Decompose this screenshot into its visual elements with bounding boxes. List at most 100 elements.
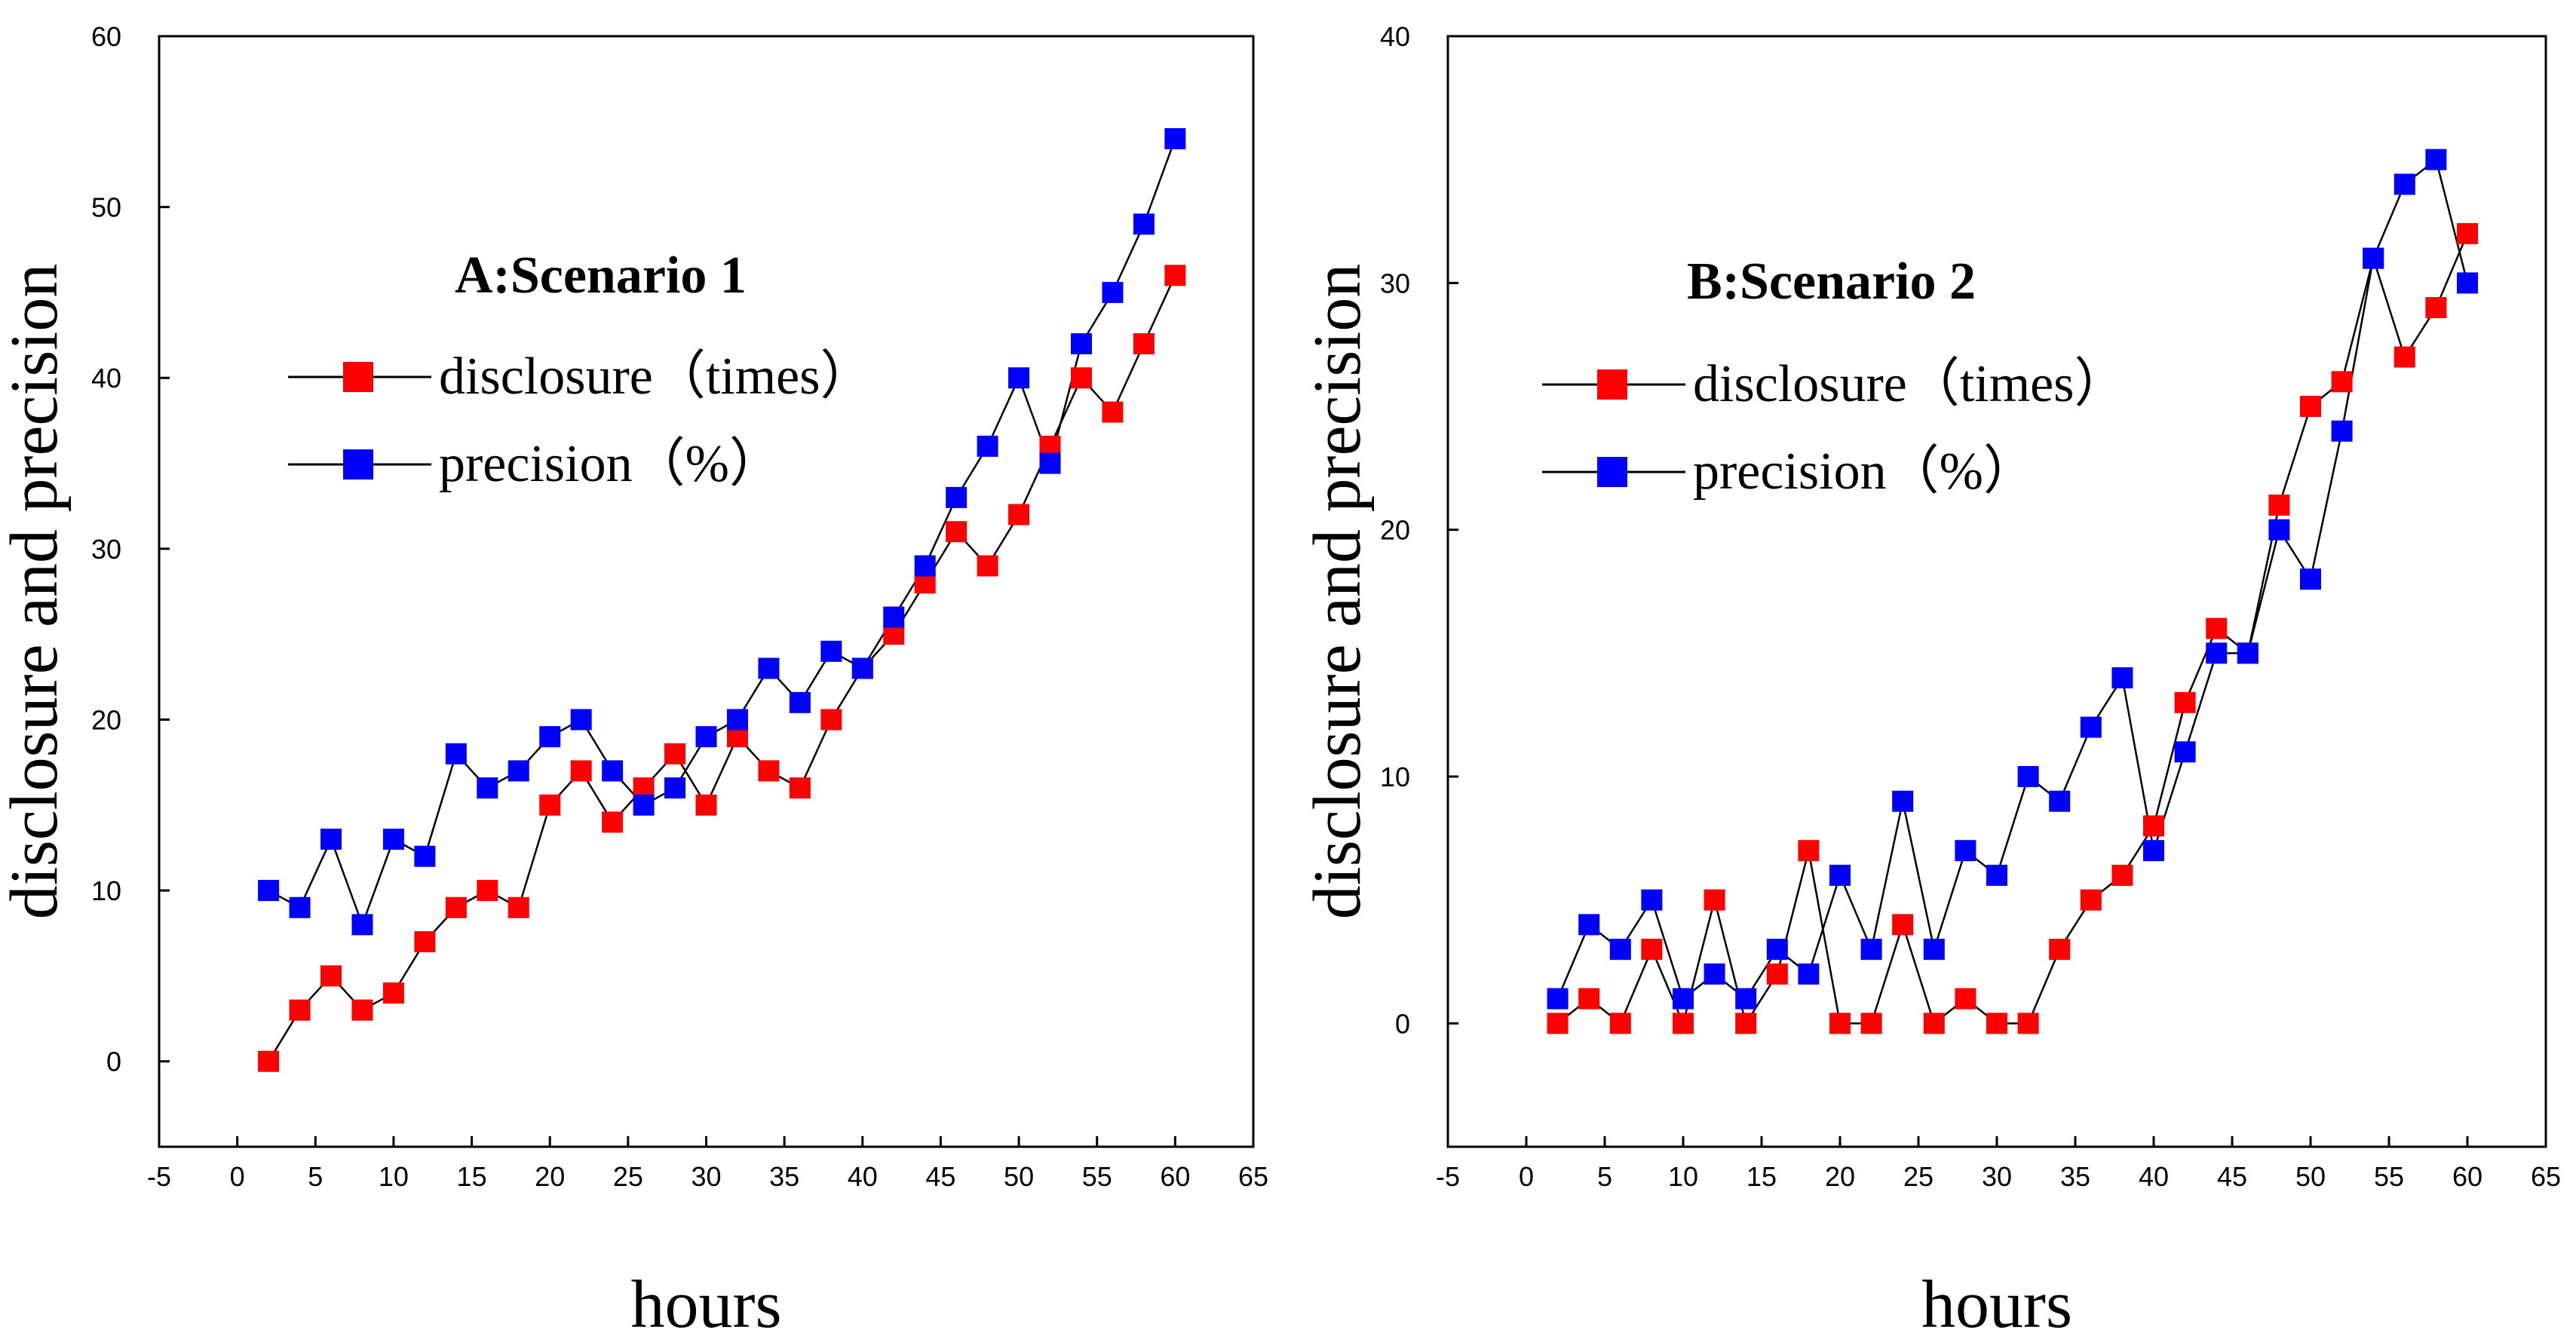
- panel-b-precision-marker: [2457, 272, 2478, 294]
- panel-b-precision-marker: [1986, 864, 2007, 886]
- panel-a-y-tick-label: 20: [91, 704, 121, 735]
- panel-b-disclosure-marker: [1829, 1013, 1851, 1034]
- panel-a-y-axis-title: disclosure and precision: [0, 264, 72, 920]
- panel-b-precision-marker: [1673, 988, 1694, 1010]
- panel-b-x-tick-label: 55: [2374, 1161, 2404, 1192]
- panel-b-disclosure-marker: [2268, 494, 2290, 516]
- panel-b-precision-marker: [2049, 790, 2071, 812]
- panel-b-disclosure-marker: [2111, 864, 2133, 886]
- panel-b-precision-marker: [2237, 642, 2259, 664]
- panel-a-y-tick-label: 40: [91, 363, 121, 394]
- panel-b-y-tick-label: 20: [1380, 515, 1410, 546]
- panel-b-precision-marker: [2017, 766, 2039, 787]
- panel-a-precision-marker: [477, 777, 498, 799]
- panel-a-precision-marker: [1008, 367, 1030, 389]
- panel-a-y-tick-label: 10: [91, 875, 121, 906]
- panel-b-precision-marker: [1892, 790, 1914, 812]
- panel-a-disclosure-marker: [1102, 401, 1124, 423]
- panel-b-precision-marker: [1923, 939, 1945, 961]
- panel-a-x-tick-label: 35: [769, 1161, 799, 1192]
- panel-b-y-axis-title: disclosure and precision: [1300, 264, 1375, 920]
- panel-a-disclosure-marker: [695, 794, 717, 816]
- panel-a-precision-marker: [633, 794, 655, 816]
- panel-a-precision-marker: [289, 896, 311, 918]
- panel-a-precision-marker: [758, 657, 780, 679]
- panel-b-x-tick-label: 5: [1597, 1161, 1612, 1192]
- panel-a-y-tick-label: 0: [106, 1046, 121, 1077]
- panel-a-title: A:Scenario 1: [455, 247, 747, 305]
- panel-a-y-tick-label: 60: [91, 21, 121, 52]
- panel-b-disclosure-marker: [2425, 297, 2447, 319]
- panel-a-precision-marker: [1164, 127, 1186, 149]
- panel-a-precision-marker: [1070, 332, 1092, 354]
- panel-a-x-tick-label: 25: [613, 1161, 643, 1192]
- panel-a-disclosure-marker: [508, 896, 529, 918]
- panel-a-precision-marker: [382, 829, 404, 850]
- panel-b-x-tick-label: 40: [2139, 1161, 2169, 1192]
- panel-a-disclosure-marker: [1133, 332, 1155, 354]
- panel-b-precision-marker: [1860, 939, 1882, 961]
- panel-b-precision-marker: [1735, 988, 1757, 1010]
- panel-b-x-tick-label: 25: [1903, 1161, 1934, 1192]
- panel-b-disclosure-marker: [2457, 222, 2478, 244]
- panel-a-precision-marker: [351, 914, 373, 936]
- panel-b-disclosure-marker: [1673, 1013, 1694, 1034]
- panel-b-legend-precision-label: precision（%）: [1693, 443, 2036, 501]
- panel-a-disclosure-marker: [664, 743, 686, 765]
- panel-a-precision-marker: [946, 486, 968, 508]
- panel-a-x-tick-label: 55: [1082, 1161, 1112, 1192]
- panel-b-disclosure-marker: [2143, 815, 2164, 837]
- panel-b-legend-precision-marker: [1597, 457, 1627, 487]
- panel-b-x-tick-label: 10: [1668, 1161, 1698, 1192]
- panel-b-x-tick-label: 50: [2295, 1161, 2326, 1192]
- panel-b-x-tick-label: 15: [1746, 1161, 1777, 1192]
- panel-b-precision-marker: [1955, 840, 1976, 862]
- panel-b-x-tick-label: 60: [2452, 1161, 2482, 1192]
- panel-a-disclosure-marker: [382, 982, 404, 1004]
- panel-a-disclosure-marker: [445, 896, 467, 918]
- panel-b-disclosure-marker: [1735, 1013, 1757, 1034]
- panel-a-disclosure-marker: [351, 999, 373, 1021]
- panel-b-precision-marker: [2174, 741, 2196, 763]
- panel-b-disclosure-marker: [1892, 914, 1914, 936]
- panel-a-precision-marker: [414, 845, 436, 867]
- panel-a-precision-marker: [977, 435, 998, 457]
- panel-b-precision-marker: [1547, 988, 1569, 1010]
- panel-b-disclosure-marker: [1641, 939, 1663, 961]
- panel-a-precision-marker: [914, 555, 936, 577]
- panel-a-precision-marker: [508, 760, 529, 782]
- panel-b-precision-marker: [1829, 864, 1851, 886]
- panel-a-x-tick-label: 50: [1004, 1161, 1034, 1192]
- panel-a-disclosure-marker: [1164, 265, 1186, 287]
- panel-a-disclosure-marker: [820, 709, 842, 731]
- panel-a-disclosure-marker: [758, 760, 780, 782]
- panel-b-precision-marker: [1704, 963, 1725, 985]
- panel-a-precision-marker: [570, 709, 592, 731]
- panel-a-precision-marker: [1039, 452, 1061, 474]
- panel-b-y-tick-label: 30: [1380, 268, 1410, 299]
- panel-a-x-tick-label: 0: [230, 1161, 245, 1192]
- panel-b-x-tick-label: 20: [1825, 1161, 1855, 1192]
- panel-b-precision-marker: [2143, 840, 2164, 862]
- panel-b-disclosure-marker: [2331, 371, 2353, 393]
- panel-a-precision-marker: [726, 709, 748, 731]
- panel-b-legend-disclosure-label: disclosure（times）: [1693, 355, 2127, 413]
- panel-a-precision-marker: [695, 726, 717, 748]
- panel-b-disclosure-marker: [1986, 1013, 2007, 1034]
- panel-b-disclosure-marker: [1704, 889, 1725, 911]
- panel-a-disclosure-marker: [602, 811, 624, 833]
- panel-a-precision-marker: [602, 760, 624, 782]
- panel-a-precision-marker: [883, 606, 905, 628]
- panel-b-precision-marker: [1609, 939, 1631, 961]
- panel-b-precision-marker: [1641, 889, 1663, 911]
- panel-a-disclosure-marker: [570, 760, 592, 782]
- panel-b-precision-marker: [2394, 173, 2415, 195]
- panel-b-precision-marker: [1578, 914, 1600, 936]
- panel-b-x-tick-label: 0: [1519, 1161, 1534, 1192]
- panel-b-precision-marker: [2268, 519, 2290, 541]
- panel-a-disclosure-marker: [789, 777, 811, 799]
- panel-a-precision-marker: [320, 829, 342, 850]
- panel-b-x-tick-label: 30: [1982, 1161, 2012, 1192]
- panel-a-x-tick-label: 15: [457, 1161, 487, 1192]
